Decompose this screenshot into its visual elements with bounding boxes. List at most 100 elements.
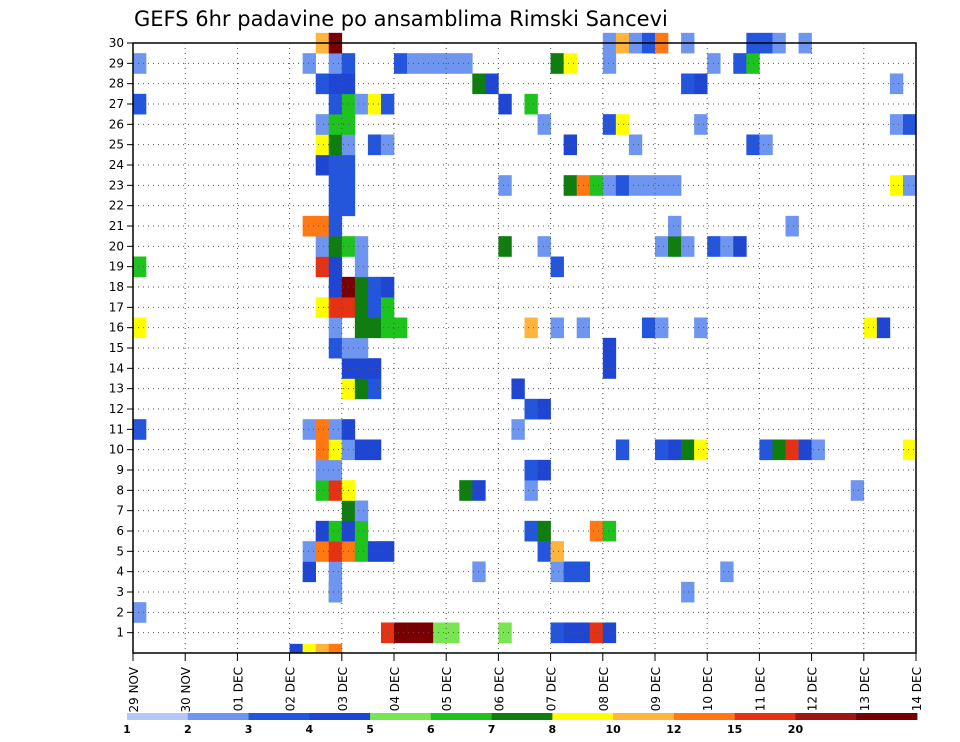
y-tick-label: 3 (116, 585, 124, 599)
colorbar-label: 2 (184, 723, 192, 736)
colorbar-segment (127, 713, 189, 720)
heatmap-cell (420, 53, 434, 74)
heatmap-cell (550, 256, 564, 278)
x-tick-label: 03 DEC (336, 667, 350, 711)
heatmap-cell (367, 93, 382, 115)
heatmap-cell (863, 317, 878, 339)
x-tick-label: 06 DEC (492, 667, 506, 711)
colorbar-label: 15 (727, 723, 742, 736)
heatmap-cell (537, 236, 551, 257)
heatmap-cell (524, 317, 538, 339)
heatmap-cell (133, 419, 147, 440)
heatmap-cell (537, 459, 551, 481)
heatmap-cell (328, 541, 343, 562)
y-tick-label: 21 (109, 219, 124, 233)
heatmap-cell (459, 480, 473, 501)
heatmap-cell (328, 53, 343, 74)
heatmap-cell (694, 114, 708, 135)
heatmap-cell (694, 317, 708, 339)
heatmap-cell (394, 622, 408, 644)
heatmap-cell (524, 398, 538, 420)
heatmap-cell (563, 175, 577, 196)
y-tick-label: 23 (109, 178, 124, 192)
heatmap-cell (785, 439, 799, 461)
heatmap-cell (628, 175, 643, 196)
y-tick-label: 18 (109, 280, 124, 294)
x-tick-label: 09 DEC (649, 667, 663, 711)
heatmap-cell (524, 480, 538, 501)
heatmap-cell (315, 419, 330, 440)
x-tick-label: 04 DEC (388, 667, 402, 711)
heatmap-cell (367, 541, 382, 562)
heatmap-cell (720, 236, 734, 257)
heatmap-cell (498, 622, 512, 644)
colorbar-label: 1 (123, 723, 131, 736)
heatmap-cell (759, 439, 773, 461)
heatmap-cell (589, 520, 604, 542)
heatmap-cell (328, 459, 343, 481)
heatmap-cell (354, 439, 369, 461)
heatmap-cell (354, 317, 369, 339)
heatmap-cell (328, 93, 343, 115)
heatmap-cell (367, 317, 382, 339)
heatmap-cell (354, 236, 369, 257)
heatmap-cell (315, 480, 330, 501)
heatmap-cell (133, 602, 147, 623)
heatmap-cell (681, 439, 695, 461)
heatmap-cell (537, 114, 551, 135)
heatmap-cell (902, 439, 917, 461)
heatmap-cell (328, 581, 343, 603)
heatmap-cell (302, 419, 316, 440)
y-tick-label: 5 (116, 544, 124, 558)
heatmap-cell (550, 53, 564, 74)
heatmap-cell (485, 73, 499, 95)
x-tick-label: 02 DEC (284, 667, 298, 711)
colorbar-segment (673, 713, 736, 720)
colorbar-segment (856, 713, 918, 720)
chart-title: GEFS 6hr padavine po ansamblima Rimski S… (134, 7, 668, 31)
y-tick-label: 12 (109, 402, 124, 416)
colorbar-segment (187, 713, 249, 720)
heatmap-cell (550, 561, 564, 583)
colorbar-label: 6 (427, 723, 435, 736)
heatmap-cell (694, 73, 708, 95)
heatmap-cell (628, 134, 643, 156)
heatmap-cell (328, 297, 343, 318)
heatmap-cell (315, 439, 330, 461)
y-tick-label: 14 (109, 361, 124, 375)
heatmap-cell (798, 439, 812, 461)
y-tick-label: 27 (109, 97, 124, 111)
heatmap-cell (433, 622, 447, 644)
heatmap-cell (902, 175, 917, 196)
heatmap-cell (785, 215, 799, 237)
heatmap-cell (615, 114, 630, 135)
heatmap-cell (367, 378, 382, 400)
x-tick-label: 01 DEC (231, 667, 245, 711)
heatmap-cell (694, 439, 708, 461)
colorbar-segment (795, 713, 857, 720)
y-tick-label: 11 (109, 422, 124, 436)
heatmap-cell (615, 175, 630, 196)
heatmap-cell (668, 175, 682, 196)
heatmap-cell (433, 53, 447, 74)
x-tick-label: 13 DEC (858, 667, 872, 711)
y-tick-label: 29 (109, 56, 124, 70)
heatmap-cell (328, 114, 343, 135)
colorbar-label: 20 (788, 723, 804, 736)
colorbar-label: 8 (549, 723, 557, 736)
colorbar-legend: 1 2 3 4 5 6 7 8 10 12 15 20 (123, 713, 918, 736)
heatmap-cell (733, 236, 747, 257)
heatmap-cell (380, 276, 395, 298)
heatmap-cell (655, 439, 669, 461)
heatmap-cell (315, 114, 330, 135)
y-tick-label: 2 (116, 605, 124, 619)
heatmap-cell (328, 643, 343, 654)
heatmap-cell (302, 643, 316, 654)
x-tick-label: 12 DEC (806, 667, 820, 711)
y-tick-label: 19 (109, 260, 124, 274)
heatmap-cell (328, 154, 343, 176)
heatmap-cell (302, 561, 316, 583)
heatmap-cell (315, 73, 330, 95)
heatmap-cells (133, 32, 917, 654)
grid-lines (132, 42, 917, 653)
